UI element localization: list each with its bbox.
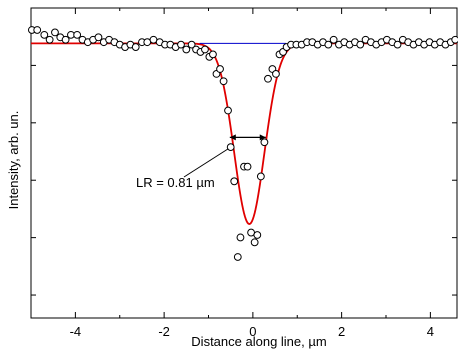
- lr-pointer-line: [183, 148, 228, 178]
- data-point: [187, 40, 196, 49]
- x-tick-label: -2: [158, 324, 170, 339]
- data-point: [33, 26, 42, 34]
- data-point: [243, 162, 252, 171]
- data-point: [131, 43, 140, 51]
- y-axis-label: Intensity, arb. un.: [6, 111, 21, 210]
- data-point: [230, 177, 239, 186]
- data-point: [264, 74, 272, 83]
- data-point: [329, 35, 338, 44]
- data-point: [94, 33, 103, 42]
- data-point: [73, 30, 82, 39]
- data-point: [40, 30, 49, 39]
- data-point: [216, 65, 224, 73]
- data-point: [219, 77, 228, 86]
- x-tick-label: 4: [427, 324, 434, 339]
- data-point: [260, 138, 269, 147]
- data-point: [451, 35, 458, 44]
- x-tick-label: 2: [338, 324, 345, 339]
- lr-annotation: LR = 0.81 µm: [136, 175, 215, 190]
- data-point: [209, 50, 217, 59]
- lr-arrow-head-left: [229, 134, 236, 141]
- data-point: [182, 45, 191, 54]
- data-point: [61, 35, 70, 44]
- data-point: [45, 35, 54, 44]
- data-point: [233, 253, 242, 261]
- data-point: [51, 28, 59, 37]
- plot-frame: [30, 7, 458, 319]
- data-point: [272, 70, 280, 78]
- data-point: [236, 233, 245, 242]
- data-point: [250, 238, 259, 247]
- x-tick-label: 0: [249, 324, 256, 339]
- data-point: [324, 40, 333, 49]
- data-point: [201, 45, 209, 54]
- data-point: [356, 40, 365, 49]
- fit-line: [31, 42, 457, 225]
- data-point: [393, 40, 402, 49]
- x-axis-label: Distance along line, µm: [191, 334, 326, 349]
- plot-layer: -4 -2 0 2 4: [27, 7, 458, 339]
- x-tick-label: -4: [70, 324, 82, 339]
- data-point: [253, 231, 262, 239]
- data-point: [226, 143, 235, 152]
- data-point: [224, 106, 232, 115]
- data-point: [256, 172, 265, 181]
- lr-arrow-head-right: [259, 134, 266, 141]
- data-point: [177, 40, 185, 49]
